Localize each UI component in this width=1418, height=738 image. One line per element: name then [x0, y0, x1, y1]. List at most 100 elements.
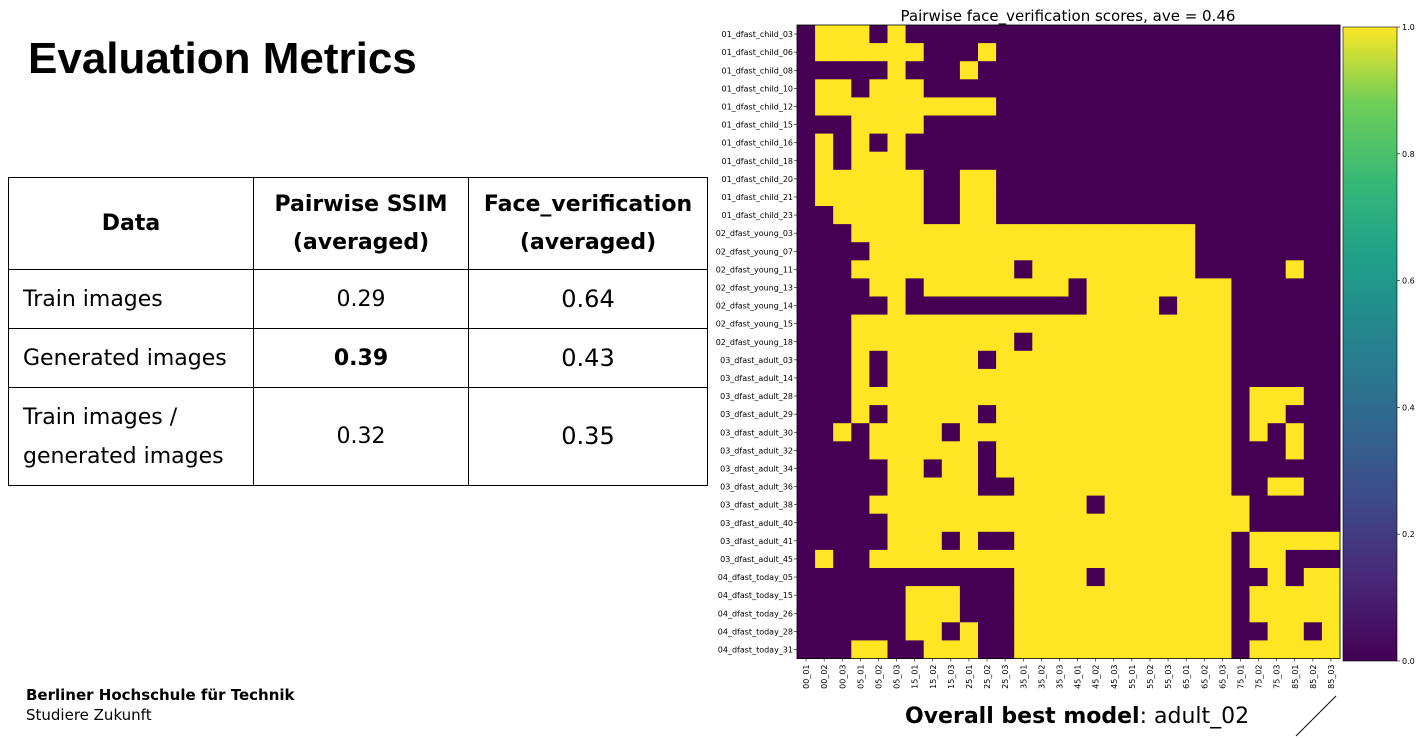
- heatmap-cell: [923, 640, 943, 659]
- heatmap-cell: [797, 206, 816, 225]
- row-tick-label: 01_dfast_child_23: [722, 211, 793, 220]
- heatmap-cell: [1267, 224, 1287, 243]
- heatmap-cell: [1285, 25, 1305, 44]
- heatmap-cell: [1285, 405, 1305, 424]
- heatmap-cell: [941, 169, 961, 189]
- heatmap-cell: [1104, 187, 1124, 207]
- heatmap-cell: [1195, 242, 1214, 261]
- column-tick-label: 25_01: [965, 665, 974, 689]
- heatmap-cell: [1159, 387, 1178, 406]
- heatmap-cell: [1032, 622, 1051, 641]
- heatmap-cell: [941, 224, 961, 243]
- heatmap-cell: [1195, 513, 1214, 533]
- heatmap-cell: [1285, 477, 1305, 496]
- row-tick-label: 03_dfast_adult_40: [720, 519, 793, 528]
- heatmap-cell: [1267, 314, 1287, 334]
- heatmap-cell: [869, 97, 888, 116]
- heatmap-cell: [1122, 133, 1142, 153]
- column-tick-label: 35_03: [1055, 665, 1064, 689]
- heatmap-cell: [978, 79, 997, 98]
- heatmap-cell: [851, 387, 870, 406]
- heatmap-cell: [941, 25, 961, 44]
- heatmap-cell: [1140, 423, 1160, 442]
- heatmap-cell: [905, 169, 925, 189]
- heatmap-cell: [1104, 495, 1124, 515]
- heatmap-cell: [851, 115, 870, 134]
- heatmap-cell: [1140, 115, 1160, 134]
- heatmap-cell: [959, 206, 979, 225]
- heatmap-cell: [1177, 133, 1196, 153]
- heatmap-cell: [1122, 242, 1142, 261]
- heatmap-cell: [941, 604, 961, 623]
- heatmap-cell: [1159, 224, 1178, 243]
- row-tick-label: 03_dfast_adult_28: [720, 392, 793, 401]
- heatmap-cell: [1014, 368, 1033, 388]
- best-model-value: : adult_02: [1139, 704, 1250, 729]
- heatmap-cell: [1104, 314, 1124, 334]
- heatmap-cell: [1303, 513, 1323, 533]
- heatmap-cell: [1032, 368, 1051, 388]
- heatmap-cell: [1213, 296, 1232, 315]
- heatmap-cell: [1285, 242, 1305, 261]
- heatmap-cell: [1321, 242, 1341, 261]
- heatmap-cell: [1177, 242, 1196, 261]
- heatmap-cell: [1122, 25, 1142, 44]
- heatmap-cell: [905, 133, 925, 153]
- heatmap-cell: [1213, 477, 1232, 496]
- heatmap-cell: [1195, 314, 1214, 334]
- heatmap-cell: [1249, 133, 1268, 153]
- heatmap-cell: [1213, 169, 1232, 189]
- heatmap-cell: [869, 495, 888, 515]
- heatmap-cell: [1014, 115, 1033, 134]
- column-tick-label: 15_01: [911, 665, 920, 689]
- best-model-caption: Overall best model: adult_02: [905, 704, 1249, 729]
- heatmap-cell: [1249, 423, 1268, 442]
- heatmap-cell: [923, 278, 943, 297]
- heatmap-cell: [1140, 513, 1160, 533]
- heatmap-cell: [1140, 97, 1160, 116]
- heatmap-cell: [1140, 43, 1160, 62]
- heatmap-cell: [1140, 405, 1160, 424]
- heatmap-cell: [1285, 332, 1305, 352]
- heatmap-cell: [1267, 25, 1287, 44]
- heatmap-cell: [1159, 586, 1178, 605]
- column-tick-label: 75_01: [1236, 665, 1245, 689]
- row-tick-label: 03_dfast_adult_03: [720, 356, 793, 365]
- heatmap-cell: [797, 314, 816, 334]
- heatmap-cell: [1159, 61, 1178, 80]
- heatmap-cell: [1032, 441, 1051, 460]
- heatmap-cell: [797, 25, 816, 44]
- heatmap-cell: [797, 531, 816, 551]
- heatmap-cell: [815, 405, 834, 424]
- heatmap-cell: [1321, 441, 1341, 460]
- heatmap-cell: [1285, 513, 1305, 533]
- row-tick-label: 02_dfast_young_15: [716, 320, 793, 329]
- heatmap-cell: [1321, 133, 1341, 153]
- heatmap-cell: [851, 314, 870, 334]
- heatmap-cell: [941, 423, 961, 442]
- heatmap-cell: [815, 531, 834, 551]
- heatmap-cell: [851, 79, 870, 98]
- heatmap-cell: [1140, 350, 1160, 370]
- row-tick-label: 04_dfast_today_28: [718, 627, 793, 636]
- heatmap-cell: [1122, 260, 1142, 279]
- column-tick-label: 00_01: [802, 665, 811, 689]
- heatmap-cell: [1050, 405, 1069, 424]
- heatmap-cell: [1195, 441, 1214, 460]
- heatmap-cell: [1195, 640, 1214, 659]
- heatmap-cell: [978, 622, 997, 641]
- heatmap-cell: [923, 387, 943, 406]
- heatmap-cell: [1140, 25, 1160, 44]
- heatmap-cell: [905, 332, 925, 352]
- heatmap-cell: [1014, 604, 1033, 623]
- heatmap-cell: [1177, 61, 1196, 80]
- metrics-table: Data Pairwise SSIM (averaged) Face_verifi…: [8, 177, 708, 486]
- heatmap-cell: [905, 224, 925, 243]
- footer-org: Berliner Hochschule für Technik: [26, 686, 295, 704]
- heatmap-cell: [1249, 459, 1268, 478]
- row-tick-label: 03_dfast_adult_32: [720, 446, 793, 455]
- heatmap-cell: [1213, 332, 1232, 352]
- heatmap-cell: [959, 459, 979, 478]
- heatmap-cell: [833, 513, 852, 533]
- heatmap-cell: [996, 568, 1015, 587]
